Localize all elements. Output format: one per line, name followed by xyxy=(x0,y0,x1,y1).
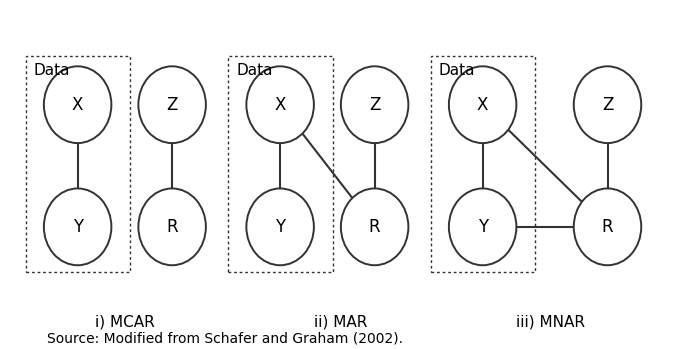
Bar xyxy=(26,56,130,272)
Text: Source: Modified from Schafer and Graham (2002).: Source: Modified from Schafer and Graham… xyxy=(47,332,403,346)
Text: i) MCAR: i) MCAR xyxy=(95,314,155,329)
Text: X: X xyxy=(477,96,488,114)
Text: R: R xyxy=(601,218,614,236)
Text: R: R xyxy=(166,218,178,236)
Text: Y: Y xyxy=(478,218,487,236)
Ellipse shape xyxy=(138,66,206,143)
Ellipse shape xyxy=(574,66,641,143)
Text: Z: Z xyxy=(369,96,380,114)
Text: Data: Data xyxy=(34,63,70,78)
Text: X: X xyxy=(72,96,83,114)
Text: ii) MAR: ii) MAR xyxy=(314,314,368,329)
Text: iii) MNAR: iii) MNAR xyxy=(516,314,585,329)
Text: X: X xyxy=(275,96,286,114)
Ellipse shape xyxy=(138,188,206,265)
Ellipse shape xyxy=(44,188,111,265)
Text: Y: Y xyxy=(73,218,82,236)
Ellipse shape xyxy=(449,188,516,265)
Text: R: R xyxy=(369,218,381,236)
Text: Z: Z xyxy=(167,96,178,114)
Bar xyxy=(431,56,535,272)
Ellipse shape xyxy=(246,66,314,143)
Ellipse shape xyxy=(341,188,408,265)
Ellipse shape xyxy=(341,66,408,143)
Ellipse shape xyxy=(246,188,314,265)
Text: Z: Z xyxy=(602,96,613,114)
Text: Data: Data xyxy=(439,63,475,78)
Ellipse shape xyxy=(449,66,516,143)
Bar xyxy=(228,56,333,272)
Ellipse shape xyxy=(574,188,641,265)
Text: Data: Data xyxy=(236,63,273,78)
Ellipse shape xyxy=(44,66,111,143)
Text: Y: Y xyxy=(275,218,285,236)
